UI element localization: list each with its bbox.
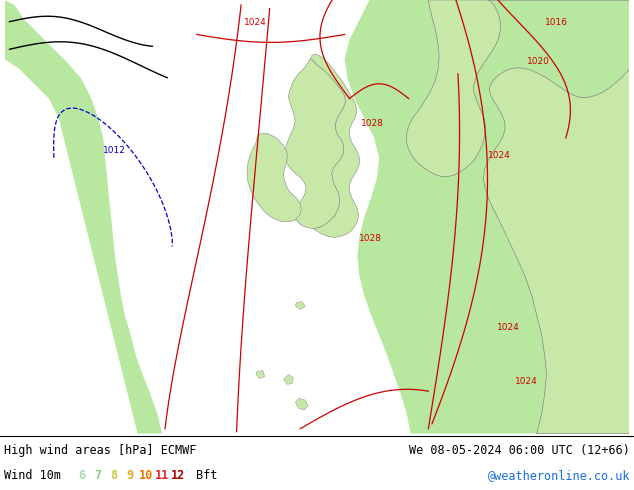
Text: 1020: 1020 (527, 57, 550, 66)
Polygon shape (285, 59, 346, 229)
Text: 6: 6 (79, 469, 86, 482)
Polygon shape (256, 370, 265, 378)
Text: Wind 10m: Wind 10m (4, 469, 61, 482)
Text: 12: 12 (171, 469, 185, 482)
Text: High wind areas [hPa] ECMWF: High wind areas [hPa] ECMWF (4, 443, 197, 457)
Polygon shape (310, 54, 359, 238)
Text: 8: 8 (110, 469, 117, 482)
Text: Bft: Bft (196, 469, 217, 482)
Text: 1028: 1028 (361, 119, 384, 128)
Text: 7: 7 (94, 469, 101, 482)
Text: 9: 9 (126, 469, 134, 482)
Text: We 08-05-2024 06:00 UTC (12+66): We 08-05-2024 06:00 UTC (12+66) (409, 443, 630, 457)
Text: 1012: 1012 (103, 146, 126, 155)
Text: 1024: 1024 (244, 18, 267, 26)
Text: 10: 10 (139, 469, 153, 482)
Text: 1016: 1016 (545, 18, 567, 26)
Polygon shape (295, 398, 308, 410)
Text: 1024: 1024 (515, 377, 538, 387)
Polygon shape (295, 301, 305, 310)
Text: @weatheronline.co.uk: @weatheronline.co.uk (488, 469, 630, 482)
Text: 1024: 1024 (497, 323, 520, 332)
Polygon shape (247, 133, 301, 222)
Polygon shape (484, 68, 630, 434)
Polygon shape (4, 0, 162, 434)
Polygon shape (406, 0, 500, 176)
Polygon shape (283, 374, 294, 384)
Text: 1028: 1028 (359, 234, 382, 244)
Polygon shape (406, 0, 630, 434)
Text: 11: 11 (155, 469, 169, 482)
Polygon shape (345, 0, 630, 434)
Text: 1024: 1024 (488, 151, 510, 160)
